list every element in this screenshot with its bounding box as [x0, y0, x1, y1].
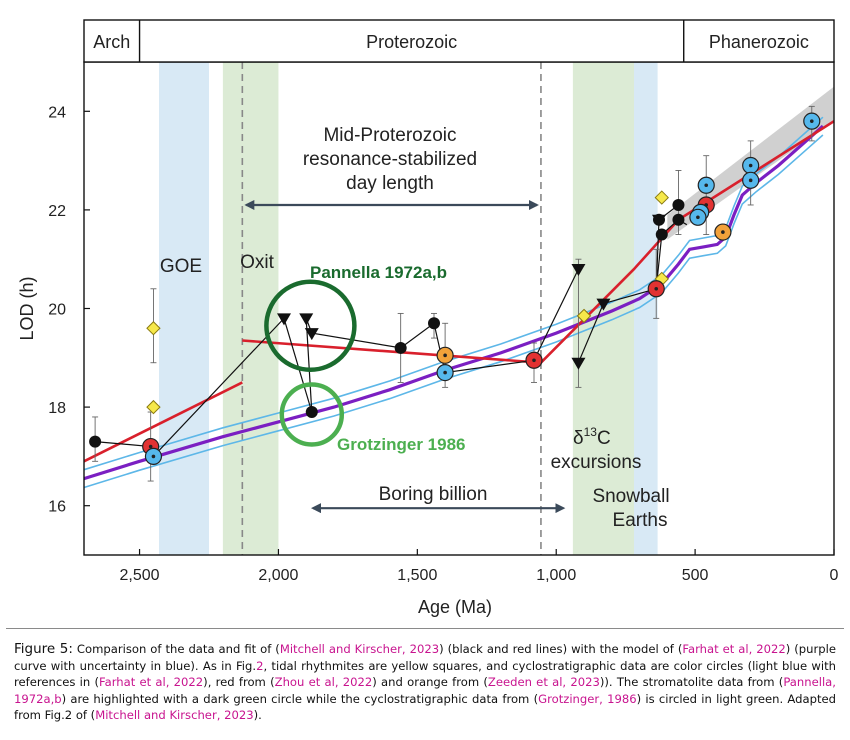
caption-text: ) are highlighted with a dark green circ… — [61, 691, 539, 706]
era-header-box — [83, 19, 835, 63]
caption-text: ). — [253, 708, 262, 723]
caption-text: ) is circled in light green. Adapted fro… — [14, 691, 836, 723]
farhat-cyclostrat-point-center — [151, 454, 156, 459]
grotzinger-circle — [279, 382, 345, 447]
mitchell-data-point — [428, 317, 440, 330]
stromatolite-triangle — [652, 214, 666, 227]
stromatolite-triangle — [277, 313, 291, 326]
farhat-cyclostrat-point-center — [748, 163, 753, 168]
mid-proterozoic-label: resonance-stabilized — [303, 149, 477, 170]
x-tick-label: 1,500 — [397, 567, 437, 584]
mitchell-data-point — [672, 198, 685, 211]
stromatolite-triangle — [299, 313, 314, 326]
caption-divider — [6, 628, 844, 629]
tidal-rhythmite-marker — [146, 321, 161, 336]
farhat-cyclostrat-point-center — [443, 370, 447, 375]
era-label-proterozoic: Proterozoic — [366, 32, 457, 52]
delta-superscript: 13 — [584, 425, 598, 439]
goe-label: GOE — [160, 256, 202, 277]
y-tick-label: 24 — [48, 104, 66, 121]
mitchell-data-point — [394, 341, 407, 354]
mitchell-fit-line — [83, 381, 243, 463]
zhou-cyclostrat-point-center — [654, 286, 659, 291]
caption-ref-link[interactable]: Zhou et al, 2022 — [274, 675, 373, 690]
mitchell-data-point — [305, 406, 318, 419]
zeeden-cyclostrat-point-center — [721, 230, 725, 234]
band-goe — [159, 62, 209, 555]
tidal-rhythmite-marker — [654, 190, 669, 205]
y-tick-label: 22 — [48, 203, 66, 220]
zhou-cyclostrat-point-center — [148, 444, 153, 449]
era-label-phanerozoic: Phanerozoic — [709, 32, 809, 52]
zhou-cyclostrat-point-center — [532, 358, 536, 363]
stromatolite-triangle — [571, 357, 586, 370]
caption-ref-link[interactable]: Zeeden et al, 2023 — [487, 675, 600, 690]
x-tick-label: 2,500 — [120, 567, 160, 584]
oxit-label: Oxit — [240, 252, 275, 273]
caption-fig-link[interactable]: 2 — [256, 658, 264, 673]
farhat-cyclostrat-point-center — [704, 183, 709, 188]
delta-symbol: δ — [573, 428, 584, 449]
x-tick-label: 500 — [682, 567, 709, 584]
delta-c-label: δ13C — [573, 425, 611, 449]
tidal-rhythmite-marker — [146, 399, 161, 415]
y-tick-label: 18 — [48, 400, 66, 417]
x-axis-label: Age (Ma) — [418, 597, 492, 617]
axes: 2,500 2,000 1,500 1,000 500 0 16 18 20 22 24 Age (M… — [17, 61, 839, 617]
earths-label: Earths — [613, 510, 668, 531]
x-tick-label: 2,000 — [258, 567, 298, 584]
caption-ref-link[interactable]: Grotzinger, 1986 — [538, 691, 637, 706]
x-tick-label: 0 — [830, 567, 839, 584]
snowball-label: Snowball — [592, 486, 669, 507]
x-tick-label: 1,000 — [536, 567, 576, 584]
stromatolite-triangle — [596, 298, 611, 311]
pannella-label: Pannella 1972a,b — [310, 263, 447, 282]
caption-ref-link[interactable]: Farhat et al, 2022 — [682, 642, 786, 656]
excursions-label: excursions — [551, 452, 642, 473]
era-label-arch: Arch — [93, 32, 130, 52]
caption-text: , tidal rhythmites are yellow squares, a… — [14, 658, 836, 690]
farhat-cyclostrat-point-center — [748, 178, 753, 183]
carbon-symbol: C — [597, 428, 611, 449]
y-axis-label: LOD (h) — [17, 276, 37, 340]
pannella-circle — [264, 279, 357, 373]
farhat-cyclostrat-point-center — [809, 119, 814, 123]
y-tick-label: 20 — [48, 302, 66, 319]
band-snowball-earths — [634, 62, 658, 555]
caption-text: ) and orange from ( — [372, 675, 488, 690]
caption-text: Comparison of the data and fit of ( — [72, 642, 280, 656]
caption-text: ), red from ( — [203, 675, 275, 690]
caption-text: ) (black and red lines) with the model o… — [439, 642, 683, 656]
grotzinger-label: Grotzinger 1986 — [337, 435, 466, 454]
era-header: Arch Proterozoic Phanerozoic — [83, 19, 835, 63]
tidal-rhythmite-marker — [576, 308, 592, 324]
mitchell-data-point — [89, 435, 102, 448]
mid-proterozoic-label: Mid-Proterozoic — [323, 125, 456, 146]
stromatolite-triangle — [571, 264, 586, 277]
caption-text: )). The stromatolite data from ( — [599, 675, 784, 690]
y-tick-label: 16 — [48, 499, 66, 516]
boundary-dashed-lines — [241, 62, 542, 555]
mid-proterozoic-label: day length — [346, 173, 434, 194]
farhat-cyclostrat-point-center — [696, 215, 700, 220]
figure-caption: Figure 5: Comparison of the data and fit… — [14, 641, 836, 724]
mitchell-fit-line — [242, 339, 541, 364]
stromatolite-triangle — [304, 328, 319, 341]
caption-ref-link[interactable]: Pannella, 1972a,b — [14, 675, 836, 706]
lod-chart: GOE Oxit Mid-Proterozoic resonance-stabiliz… — [17, 19, 839, 617]
caption-label: Figure 5: — [14, 641, 73, 657]
annotations: GOE Oxit Mid-Proterozoic resonance-stabiliz… — [160, 125, 670, 531]
caption-ref-link[interactable]: Mitchell and Kirscher, 2023 — [279, 642, 440, 656]
caption-ref-link[interactable]: Farhat et al, 2022 — [98, 675, 204, 690]
boring-billion-label: Boring billion — [379, 484, 488, 505]
data-points — [89, 112, 821, 465]
zeeden-cyclostrat-point-center — [443, 353, 447, 358]
mitchell-data-point — [672, 213, 685, 226]
mitchell-data-point — [655, 228, 668, 241]
caption-ref-link[interactable]: Mitchell and Kirscher, 2023 — [95, 708, 254, 723]
caption-text: ) (purple curve with uncertainty in blue… — [14, 642, 836, 673]
